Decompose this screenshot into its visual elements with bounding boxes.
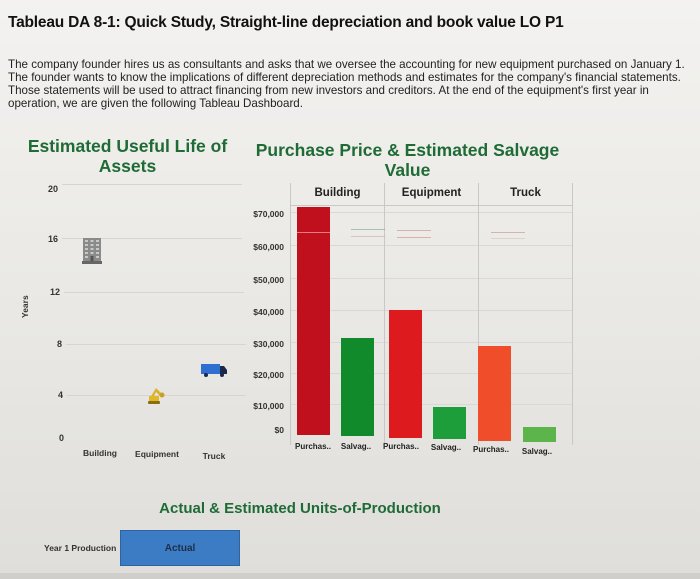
- y-tick: 0: [58, 433, 64, 443]
- bar-building-salvage[interactable]: [341, 338, 374, 436]
- actual-label: Actual: [164, 542, 196, 554]
- reflection-line: [351, 236, 385, 237]
- pane-header-building: Building: [314, 187, 361, 199]
- x-tick-truck: Truck: [202, 451, 226, 461]
- price-chart-title: Purchase Price & Estimated Salvage Value: [255, 140, 560, 180]
- actual-production-bar[interactable]: Actual: [120, 530, 240, 566]
- bar-truck-salvage[interactable]: [523, 427, 556, 442]
- units-chart-title: Actual & Estimated Units-of-Production: [159, 500, 441, 517]
- pane-equipment: Equipment: [385, 183, 479, 445]
- bar-label: Salvag..: [430, 443, 462, 452]
- excavator-icon: [148, 388, 165, 404]
- reflection-line: [351, 229, 385, 230]
- year1-production-label: Year 1 Production: [44, 543, 117, 553]
- intro-paragraph: The company founder hires us as consulta…: [8, 58, 685, 110]
- bar-equipment-salvage[interactable]: [433, 407, 466, 439]
- gridline: [66, 344, 246, 345]
- y-tick: 4: [57, 390, 63, 400]
- y-tick: $70,000: [253, 209, 284, 219]
- y-tick: 12: [49, 287, 60, 297]
- reflection-line: [491, 232, 525, 233]
- gridline: [291, 245, 572, 246]
- bar-label: Purchas..: [294, 442, 331, 451]
- reflection-line: [397, 237, 431, 238]
- pane-truck: Truck: [479, 183, 573, 445]
- bar-label: Purchas..: [382, 442, 419, 451]
- gridline: [291, 310, 572, 311]
- y-tick: 20: [47, 184, 58, 194]
- years-axis-label: Years: [20, 295, 30, 318]
- bar-building-purchase[interactable]: [297, 207, 330, 435]
- building-icon: [82, 238, 102, 264]
- gridline: [66, 395, 246, 396]
- gridline: [291, 212, 572, 213]
- divider: [479, 205, 572, 206]
- gridline: [62, 184, 242, 185]
- gridline: [64, 292, 244, 293]
- y-tick: 16: [47, 234, 58, 244]
- bar-label: Salvag..: [340, 442, 372, 451]
- y-tick: $30,000: [253, 339, 284, 349]
- y-tick: $40,000: [253, 307, 284, 317]
- gridline: [62, 238, 242, 239]
- divider: [291, 205, 384, 206]
- gridline: [291, 373, 572, 374]
- page-title: Tableau DA 8-1: Quick Study, Straight-li…: [8, 14, 564, 31]
- x-tick-building: Building: [83, 448, 117, 458]
- divider: [385, 205, 478, 206]
- reflection-line: [397, 230, 431, 231]
- y-tick: $50,000: [253, 275, 284, 285]
- useful-life-chart-title: Estimated Useful Life of Assets: [27, 136, 228, 176]
- y-tick: $60,000: [253, 242, 284, 252]
- y-tick: $10,000: [253, 401, 284, 411]
- x-tick-equipment: Equipment: [135, 449, 179, 459]
- bar-label: Salvag..: [521, 447, 553, 456]
- bar-label: Purchas..: [472, 445, 509, 454]
- bar-equipment-purchase[interactable]: [389, 310, 422, 438]
- y-tick: $20,000: [253, 370, 284, 380]
- reflection-line: [491, 238, 525, 239]
- pane-header-truck: Truck: [510, 187, 541, 199]
- pane-building: Building: [291, 183, 385, 445]
- screen-edge: [0, 573, 700, 579]
- reflection-line: [297, 232, 330, 233]
- pane-header-equipment: Equipment: [401, 187, 462, 199]
- gridline: [291, 278, 572, 279]
- y-tick: $0: [274, 425, 284, 435]
- y-tick: 8: [56, 339, 62, 349]
- bar-truck-purchase[interactable]: [478, 346, 511, 441]
- gridline: [291, 342, 572, 343]
- gridline: [291, 404, 572, 405]
- price-chart-frame: Building Equipment Truck: [290, 183, 573, 445]
- truck-icon: [201, 364, 227, 377]
